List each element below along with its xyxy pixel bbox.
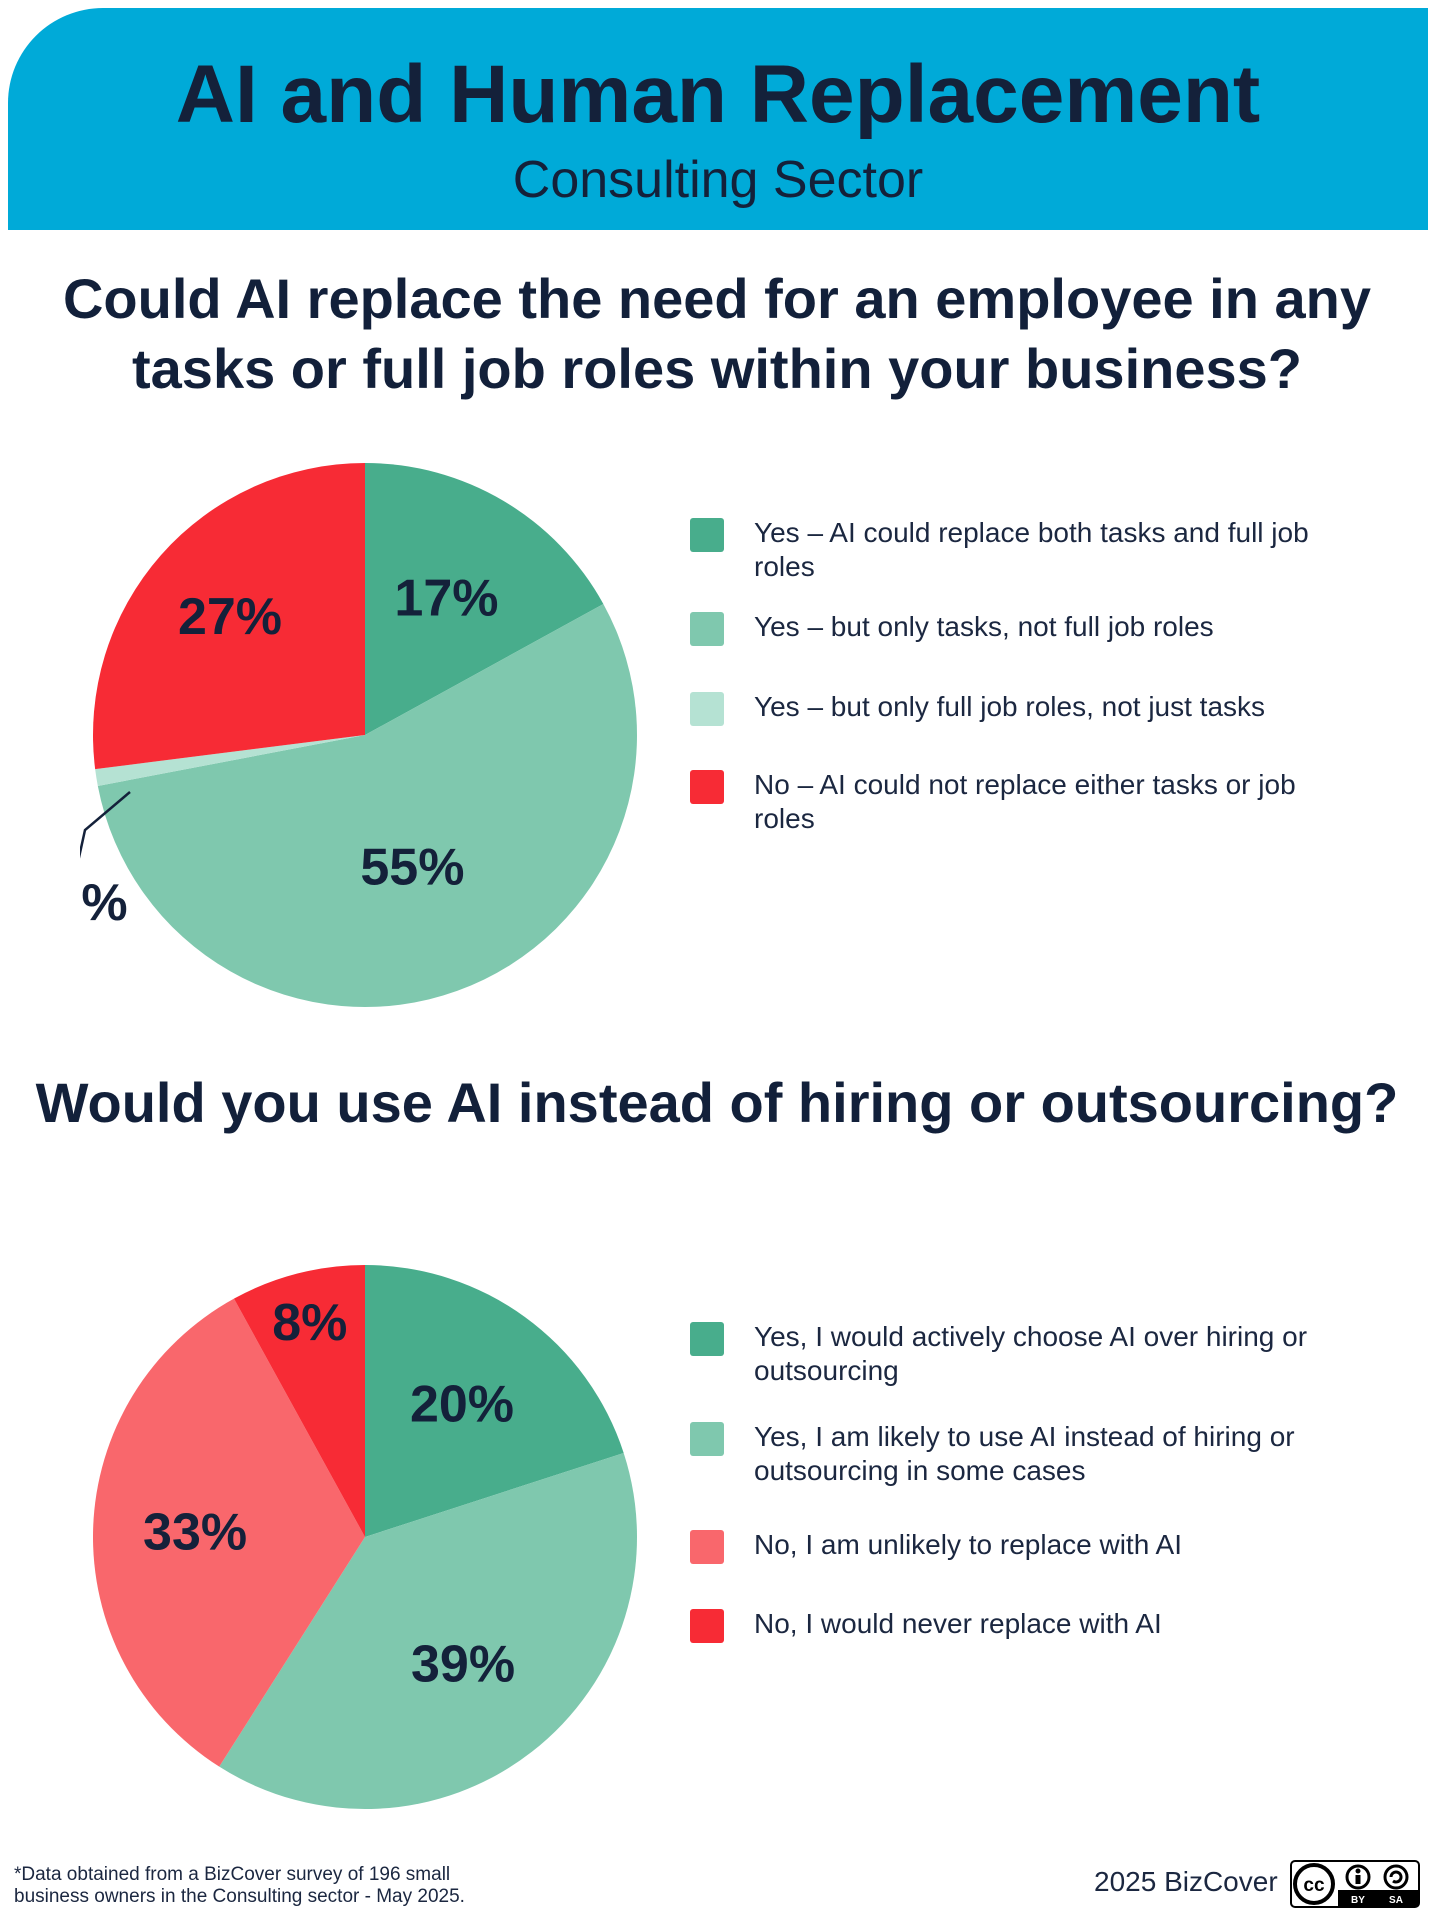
legend-swatch [690,1422,724,1456]
license-by-label: BY [1351,1895,1365,1906]
legend-swatch [690,1609,724,1643]
legend-item: No, I am unlikely to replace with AI [690,1528,1330,1564]
pie-slice [219,1452,637,1809]
legend-label: No, I am unlikely to replace with AI [754,1529,1182,1560]
legend-label: No, I would never replace with AI [754,1608,1162,1639]
legend-swatch [690,770,724,804]
legend-item: Yes, I would actively choose AI over hir… [690,1320,1330,1388]
legend-item: Yes – but only full job roles, not just … [690,690,1330,726]
slice-value-label: 20% [410,1376,514,1434]
cc-by-sa-icon: cc BY SA [1290,1860,1420,1908]
legend-item: Yes – AI could replace both tasks and fu… [690,516,1330,584]
slice-value-label: 1% [80,874,128,932]
legend-item: Yes – but only tasks, not full job roles [690,610,1330,646]
footnote-line-2: business owners in the Consulting sector… [14,1886,465,1907]
legend-swatch [690,612,724,646]
question-2-title: Would you use AI instead of hiring or ou… [35,1071,1399,1134]
legend-label: Yes – but only full job roles, not just … [754,691,1266,722]
legend-label: Yes – AI could replace both tasks and fu… [754,517,1309,582]
pie-slice [365,463,604,735]
license-sa-label: SA [1389,1895,1403,1906]
slice-value-label: 27% [178,588,282,646]
legend-swatch [690,518,724,552]
slice-value-label: 39% [411,1635,515,1693]
pie-slice [97,603,637,1007]
pie-chart-2: 20% 39% 33% 8% [93,1265,637,1809]
slice-value-label: 33% [143,1504,247,1562]
legend-item: No – AI could not replace either tasks o… [690,768,1330,836]
question-1-title: Could AI replace the need for an employe… [62,267,1371,400]
page-subtitle: Consulting Sector [512,151,924,209]
legend-label: Yes, I am likely to use AI instead of hi… [754,1421,1295,1486]
pie-slice [95,735,365,786]
pie-slice [92,463,365,770]
leader-line [80,791,131,859]
legend-label: Yes – but only tasks, not full job roles [754,611,1214,642]
page-title: AI and Human Replacement [175,49,1261,140]
brand-credit: 2025 BizCover [1094,1866,1278,1897]
pie-slice [233,1265,365,1537]
header-banner: AI and Human Replacement Consulting Sect… [8,8,1428,230]
legend-item: Yes, I am likely to use AI instead of hi… [690,1420,1330,1488]
svg-text:cc: cc [1303,1875,1325,1896]
slice-value-label: 8% [272,1294,347,1352]
pie-chart-1: 17% 55% 1% 27% [80,463,637,1007]
slice-value-label: 17% [394,569,498,627]
legend-2: Yes, I would actively choose AI over hir… [690,1320,1330,1643]
pie-slice [365,1265,624,1537]
legend-swatch [690,1322,724,1356]
legend-label: No – AI could not replace either tasks o… [754,769,1296,834]
legend-swatch [690,692,724,726]
legend-label: Yes, I would actively choose AI over hir… [754,1321,1308,1386]
legend-1: Yes – AI could replace both tasks and fu… [690,516,1330,836]
footnote: *Data obtained from a BizCover survey of… [14,1864,465,1908]
legend-swatch [690,1530,724,1564]
footnote-line-1: *Data obtained from a BizCover survey of… [14,1864,451,1885]
pie-slice [93,1298,365,1767]
legend-item: No, I would never replace with AI [690,1607,1330,1643]
slice-value-label: 55% [360,839,464,897]
